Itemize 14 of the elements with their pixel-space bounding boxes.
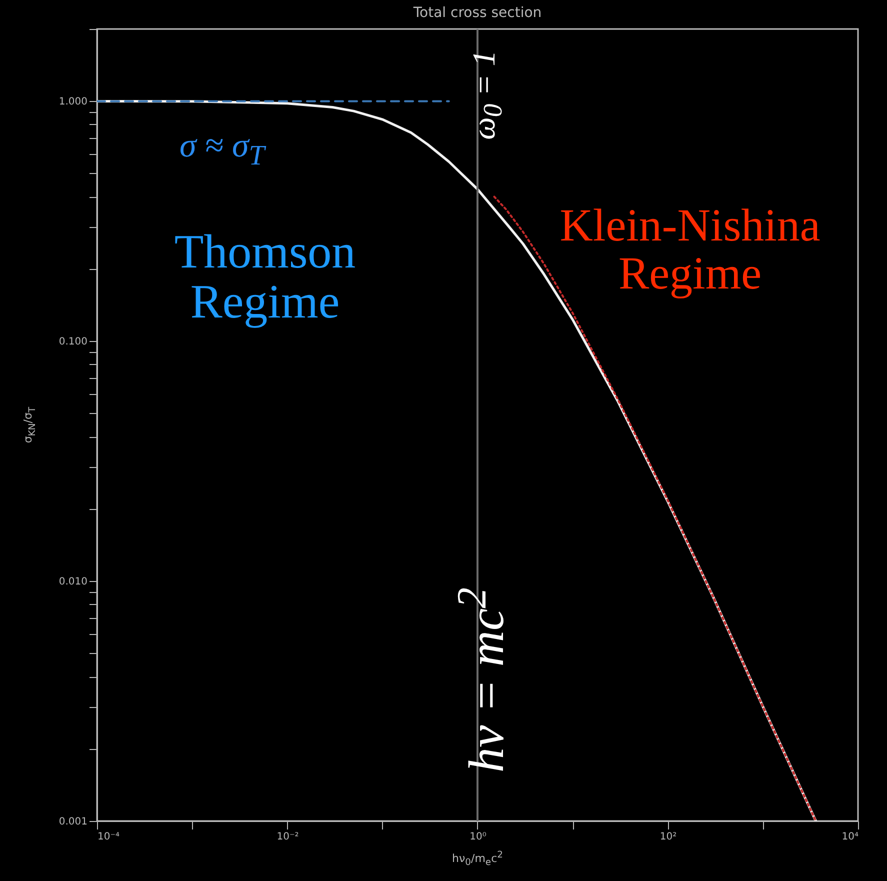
x-axis-title: hν$_{0}$/m$_{e}$c$^{2}$ <box>452 850 503 868</box>
x-tick-label: 10² <box>660 832 677 842</box>
annotation-text: σ ≈ σ$_{T}$ <box>178 128 268 172</box>
y-tick-label: 0.010 <box>58 576 88 588</box>
chart-title: Total cross section <box>412 5 542 21</box>
x-tick-label: 10⁰ <box>470 832 486 842</box>
annotation-text: Klein-Nishina Regime <box>558 202 822 298</box>
x-tick-label: 10⁻⁴ <box>98 832 120 842</box>
annotation-text: Thomson Regime <box>173 228 357 328</box>
x-tick-label: 10⁻² <box>276 832 299 842</box>
y-tick-label: 0.001 <box>58 816 88 828</box>
y-tick-label: 1.000 <box>58 96 88 108</box>
y-tick-label: 0.100 <box>58 336 88 348</box>
x-tick-label: 10⁴ <box>842 832 858 842</box>
